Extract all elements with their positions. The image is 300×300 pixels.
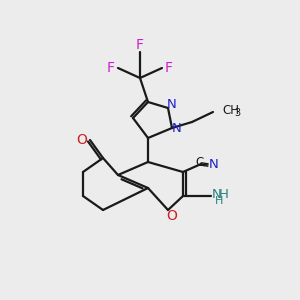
Text: F: F	[136, 38, 144, 52]
Text: N: N	[209, 158, 219, 170]
Text: O: O	[167, 209, 177, 223]
Text: N: N	[212, 188, 222, 200]
Text: N: N	[167, 98, 177, 112]
Text: C: C	[196, 157, 204, 169]
Text: F: F	[107, 61, 115, 75]
Text: H: H	[219, 188, 229, 200]
Text: 3: 3	[234, 108, 240, 118]
Text: O: O	[76, 133, 87, 147]
Text: CH: CH	[222, 103, 239, 116]
Text: F: F	[165, 61, 173, 75]
Text: N: N	[172, 122, 182, 134]
Text: H: H	[215, 196, 223, 206]
